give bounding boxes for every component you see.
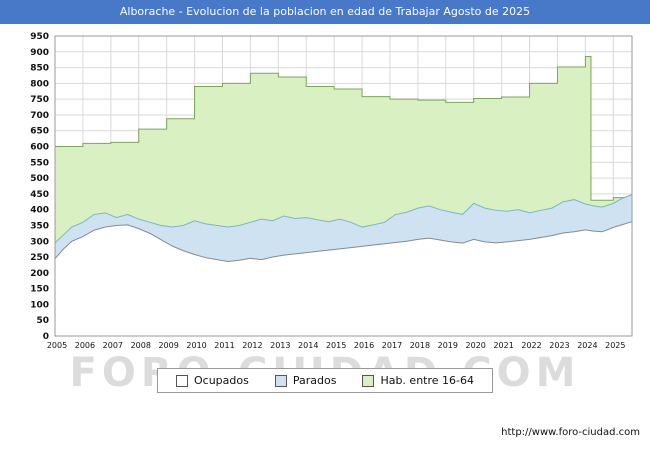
- svg-text:2019: 2019: [438, 341, 458, 350]
- svg-text:850: 850: [30, 64, 49, 74]
- svg-text:650: 650: [30, 127, 49, 137]
- svg-text:400: 400: [30, 206, 49, 216]
- svg-text:450: 450: [30, 190, 49, 200]
- svg-text:2008: 2008: [131, 341, 151, 350]
- svg-text:2025: 2025: [605, 341, 625, 350]
- legend-label: Hab. entre 16-64: [380, 374, 474, 387]
- svg-text:950: 950: [30, 32, 49, 42]
- svg-text:150: 150: [30, 285, 49, 295]
- svg-text:500: 500: [30, 174, 49, 184]
- svg-text:2021: 2021: [493, 341, 513, 350]
- legend-swatch: [362, 374, 375, 387]
- legend-label: Parados: [292, 374, 337, 387]
- svg-text:2010: 2010: [186, 341, 206, 350]
- svg-text:50: 50: [36, 316, 49, 326]
- svg-text:2014: 2014: [298, 341, 318, 350]
- legend: Ocupados Parados Hab. entre 16-64: [156, 368, 493, 393]
- legend-item-hab-entre-16-64[interactable]: Hab. entre 16-64: [362, 374, 474, 387]
- legend-item-ocupados[interactable]: Ocupados: [175, 374, 249, 387]
- svg-text:550: 550: [30, 158, 49, 168]
- svg-text:100: 100: [30, 300, 49, 310]
- svg-text:700: 700: [30, 111, 49, 121]
- svg-text:0: 0: [43, 332, 49, 342]
- legend-label: Ocupados: [193, 374, 249, 387]
- legend-swatch: [175, 374, 188, 387]
- svg-text:200: 200: [30, 269, 49, 279]
- svg-text:2006: 2006: [75, 341, 95, 350]
- svg-text:2022: 2022: [521, 341, 541, 350]
- svg-text:250: 250: [30, 253, 49, 263]
- legend-item-parados[interactable]: Parados: [274, 374, 337, 387]
- svg-text:2005: 2005: [47, 341, 67, 350]
- svg-text:2018: 2018: [410, 341, 430, 350]
- area-chart: 0 50 100 150 200 250 300 350 400 450 500 550 600 650 7…: [30, 32, 633, 350]
- svg-text:2007: 2007: [103, 341, 123, 350]
- footer-url[interactable]: http://www.foro-ciudad.com: [501, 427, 640, 438]
- svg-text:2016: 2016: [354, 341, 374, 350]
- svg-text:2013: 2013: [270, 341, 290, 350]
- svg-text:2015: 2015: [326, 341, 346, 350]
- svg-text:300: 300: [30, 237, 49, 247]
- svg-text:2020: 2020: [466, 341, 486, 350]
- svg-text:2011: 2011: [214, 341, 234, 350]
- svg-text:2024: 2024: [577, 341, 597, 350]
- svg-text:900: 900: [30, 48, 49, 58]
- svg-text:2012: 2012: [242, 341, 262, 350]
- svg-text:2023: 2023: [549, 341, 569, 350]
- svg-text:2009: 2009: [158, 341, 178, 350]
- svg-text:2017: 2017: [382, 341, 402, 350]
- svg-text:600: 600: [30, 143, 49, 153]
- svg-text:350: 350: [30, 221, 49, 231]
- chart-title: Alborache - Evolucion de la poblacion en…: [0, 0, 650, 24]
- legend-swatch: [274, 374, 287, 387]
- svg-text:750: 750: [30, 95, 49, 105]
- svg-text:800: 800: [30, 79, 49, 89]
